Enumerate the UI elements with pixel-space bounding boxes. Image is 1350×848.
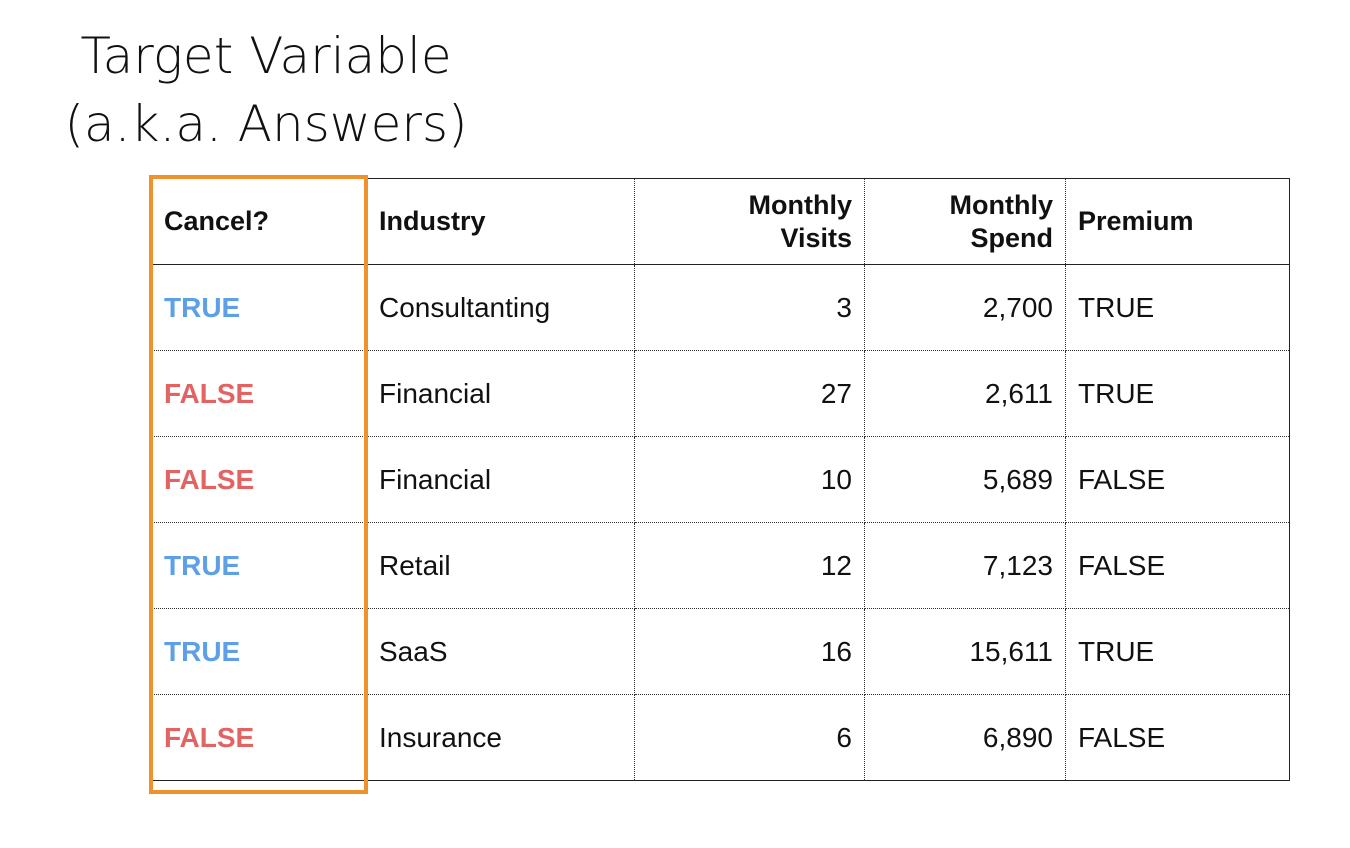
- spend-cell: 5,689: [864, 436, 1066, 523]
- header-spend-line-2: Spend: [970, 222, 1053, 253]
- data-table: Cancel? Industry Monthly Visits Monthly Sp…: [151, 178, 1290, 781]
- title-line-2: (a.k.a. Answers): [64, 95, 468, 153]
- table-row: FALSE Financial 10 5,689 FALSE: [151, 436, 1290, 523]
- header-spend-line-1: Monthly: [949, 189, 1053, 220]
- table-row: TRUE Consultanting 3 2,700 TRUE: [151, 264, 1290, 351]
- table-row: TRUE SaaS 16 15,611 TRUE: [151, 608, 1290, 695]
- table-row: FALSE Financial 27 2,611 TRUE: [151, 350, 1290, 437]
- cancel-cell: TRUE: [151, 608, 367, 695]
- premium-cell: TRUE: [1065, 264, 1290, 351]
- title-line-1: Target Variable: [80, 27, 452, 85]
- cancel-cell: FALSE: [151, 694, 367, 781]
- table-row: TRUE Retail 12 7,123 FALSE: [151, 522, 1290, 609]
- premium-cell: FALSE: [1065, 436, 1290, 523]
- table-row: FALSE Insurance 6 6,890 FALSE: [151, 694, 1290, 781]
- visits-cell: 12: [634, 522, 865, 609]
- premium-cell: FALSE: [1065, 694, 1290, 781]
- premium-cell: TRUE: [1065, 350, 1290, 437]
- header-monthly-visits: Monthly Visits: [634, 178, 865, 265]
- spend-cell: 2,611: [864, 350, 1066, 437]
- spend-cell: 2,700: [864, 264, 1066, 351]
- visits-cell: 6: [634, 694, 865, 781]
- industry-cell: Financial: [366, 350, 635, 437]
- industry-cell: Retail: [366, 522, 635, 609]
- header-premium: Premium: [1065, 178, 1290, 265]
- visits-cell: 10: [634, 436, 865, 523]
- visits-cell: 16: [634, 608, 865, 695]
- premium-cell: FALSE: [1065, 522, 1290, 609]
- cancel-cell: FALSE: [151, 350, 367, 437]
- header-row: Cancel? Industry Monthly Visits Monthly Sp…: [151, 178, 1290, 265]
- cancel-cell: FALSE: [151, 436, 367, 523]
- visits-cell: 3: [634, 264, 865, 351]
- cancel-cell: TRUE: [151, 264, 367, 351]
- premium-cell: TRUE: [1065, 608, 1290, 695]
- spend-cell: 6,890: [864, 694, 1066, 781]
- visits-cell: 27: [634, 350, 865, 437]
- header-visits-line-2: Visits: [780, 222, 852, 253]
- industry-cell: Financial: [366, 436, 635, 523]
- cancel-cell: TRUE: [151, 522, 367, 609]
- industry-cell: SaaS: [366, 608, 635, 695]
- header-industry: Industry: [366, 178, 635, 265]
- industry-cell: Consultanting: [366, 264, 635, 351]
- industry-cell: Insurance: [366, 694, 635, 781]
- header-cancel: Cancel?: [151, 178, 367, 265]
- spend-cell: 7,123: [864, 522, 1066, 609]
- header-monthly-spend: Monthly Spend: [864, 178, 1066, 265]
- header-visits-line-1: Monthly: [748, 189, 852, 220]
- slide-title: Target Variable (a.k.a. Answers): [56, 22, 476, 158]
- spend-cell: 15,611: [864, 608, 1066, 695]
